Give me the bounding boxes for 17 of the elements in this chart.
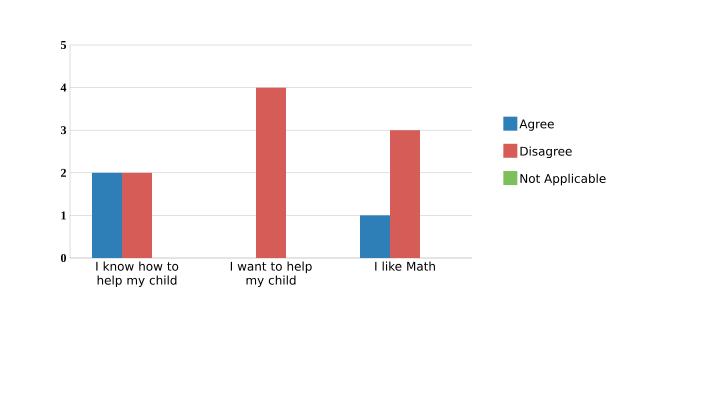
legend-label: Disagree (520, 146, 572, 158)
legend-label: Agree (519, 120, 554, 131)
y-tick-label: 5 (60, 41, 66, 49)
legend-label: Not Applicable (520, 174, 606, 186)
bar (122, 172, 152, 258)
bar (256, 88, 286, 258)
y-tick-label: 1 (61, 211, 66, 220)
x-tick-label: I want to help my child (230, 262, 312, 288)
x-tick-label: I like Math (375, 262, 435, 271)
y-tick-label: 0 (60, 254, 66, 262)
bar (390, 130, 420, 258)
y-tick-label: 2 (61, 168, 66, 177)
y-tick-label: 3 (60, 126, 66, 134)
bar (92, 172, 122, 258)
bar (360, 215, 390, 258)
x-tick-label: I know how to help my child (96, 262, 178, 288)
y-tick-label: 4 (60, 84, 66, 92)
